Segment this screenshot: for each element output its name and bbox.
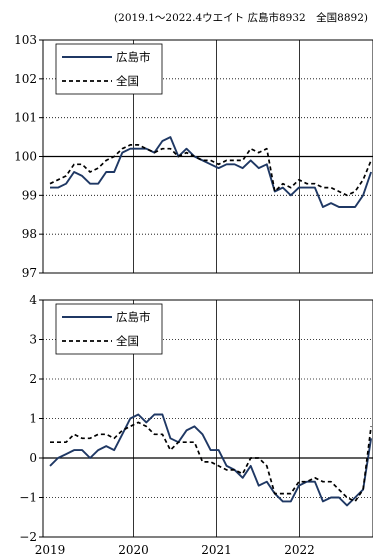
legend-label: 広島市 — [116, 50, 151, 64]
y-tick-label: 103 — [14, 33, 37, 47]
x-tick-label: 2019 — [35, 543, 66, 557]
y-tick-label: 4 — [29, 293, 37, 307]
y-tick-label: 99 — [22, 188, 37, 202]
y-tick-label: 0 — [29, 451, 37, 465]
series-line-hiroshima — [49, 413, 373, 507]
series-line-national — [50, 421, 372, 503]
y-tick-label: −1 — [19, 491, 37, 505]
y-tick-label: 100 — [14, 150, 37, 164]
y-tick-label: 102 — [14, 72, 37, 86]
x-tick-label: 2021 — [201, 543, 232, 557]
legend-label: 全国 — [116, 334, 139, 348]
y-tick-label: 3 — [29, 333, 37, 347]
x-tick-label: 2022 — [284, 543, 315, 557]
legend-label: 全国 — [116, 74, 139, 88]
legend-box — [55, 43, 163, 95]
y-tick-label: 98 — [22, 227, 37, 241]
y-tick-label: 101 — [14, 111, 37, 125]
legend-label: 広島市 — [116, 310, 151, 324]
legend-box — [55, 303, 163, 355]
weight-note: (2019.1～2022.4ウエイト 広島市8932 全国8892) — [114, 11, 368, 24]
series-line-hiroshima — [50, 136, 372, 208]
y-tick-label: 1 — [29, 412, 37, 426]
y-tick-label: 97 — [22, 266, 37, 280]
x-tick-label: 2020 — [118, 543, 149, 557]
y-tick-label: −2 — [19, 530, 37, 544]
series-line-national — [49, 144, 372, 197]
y-tick-label: 2 — [29, 372, 37, 386]
